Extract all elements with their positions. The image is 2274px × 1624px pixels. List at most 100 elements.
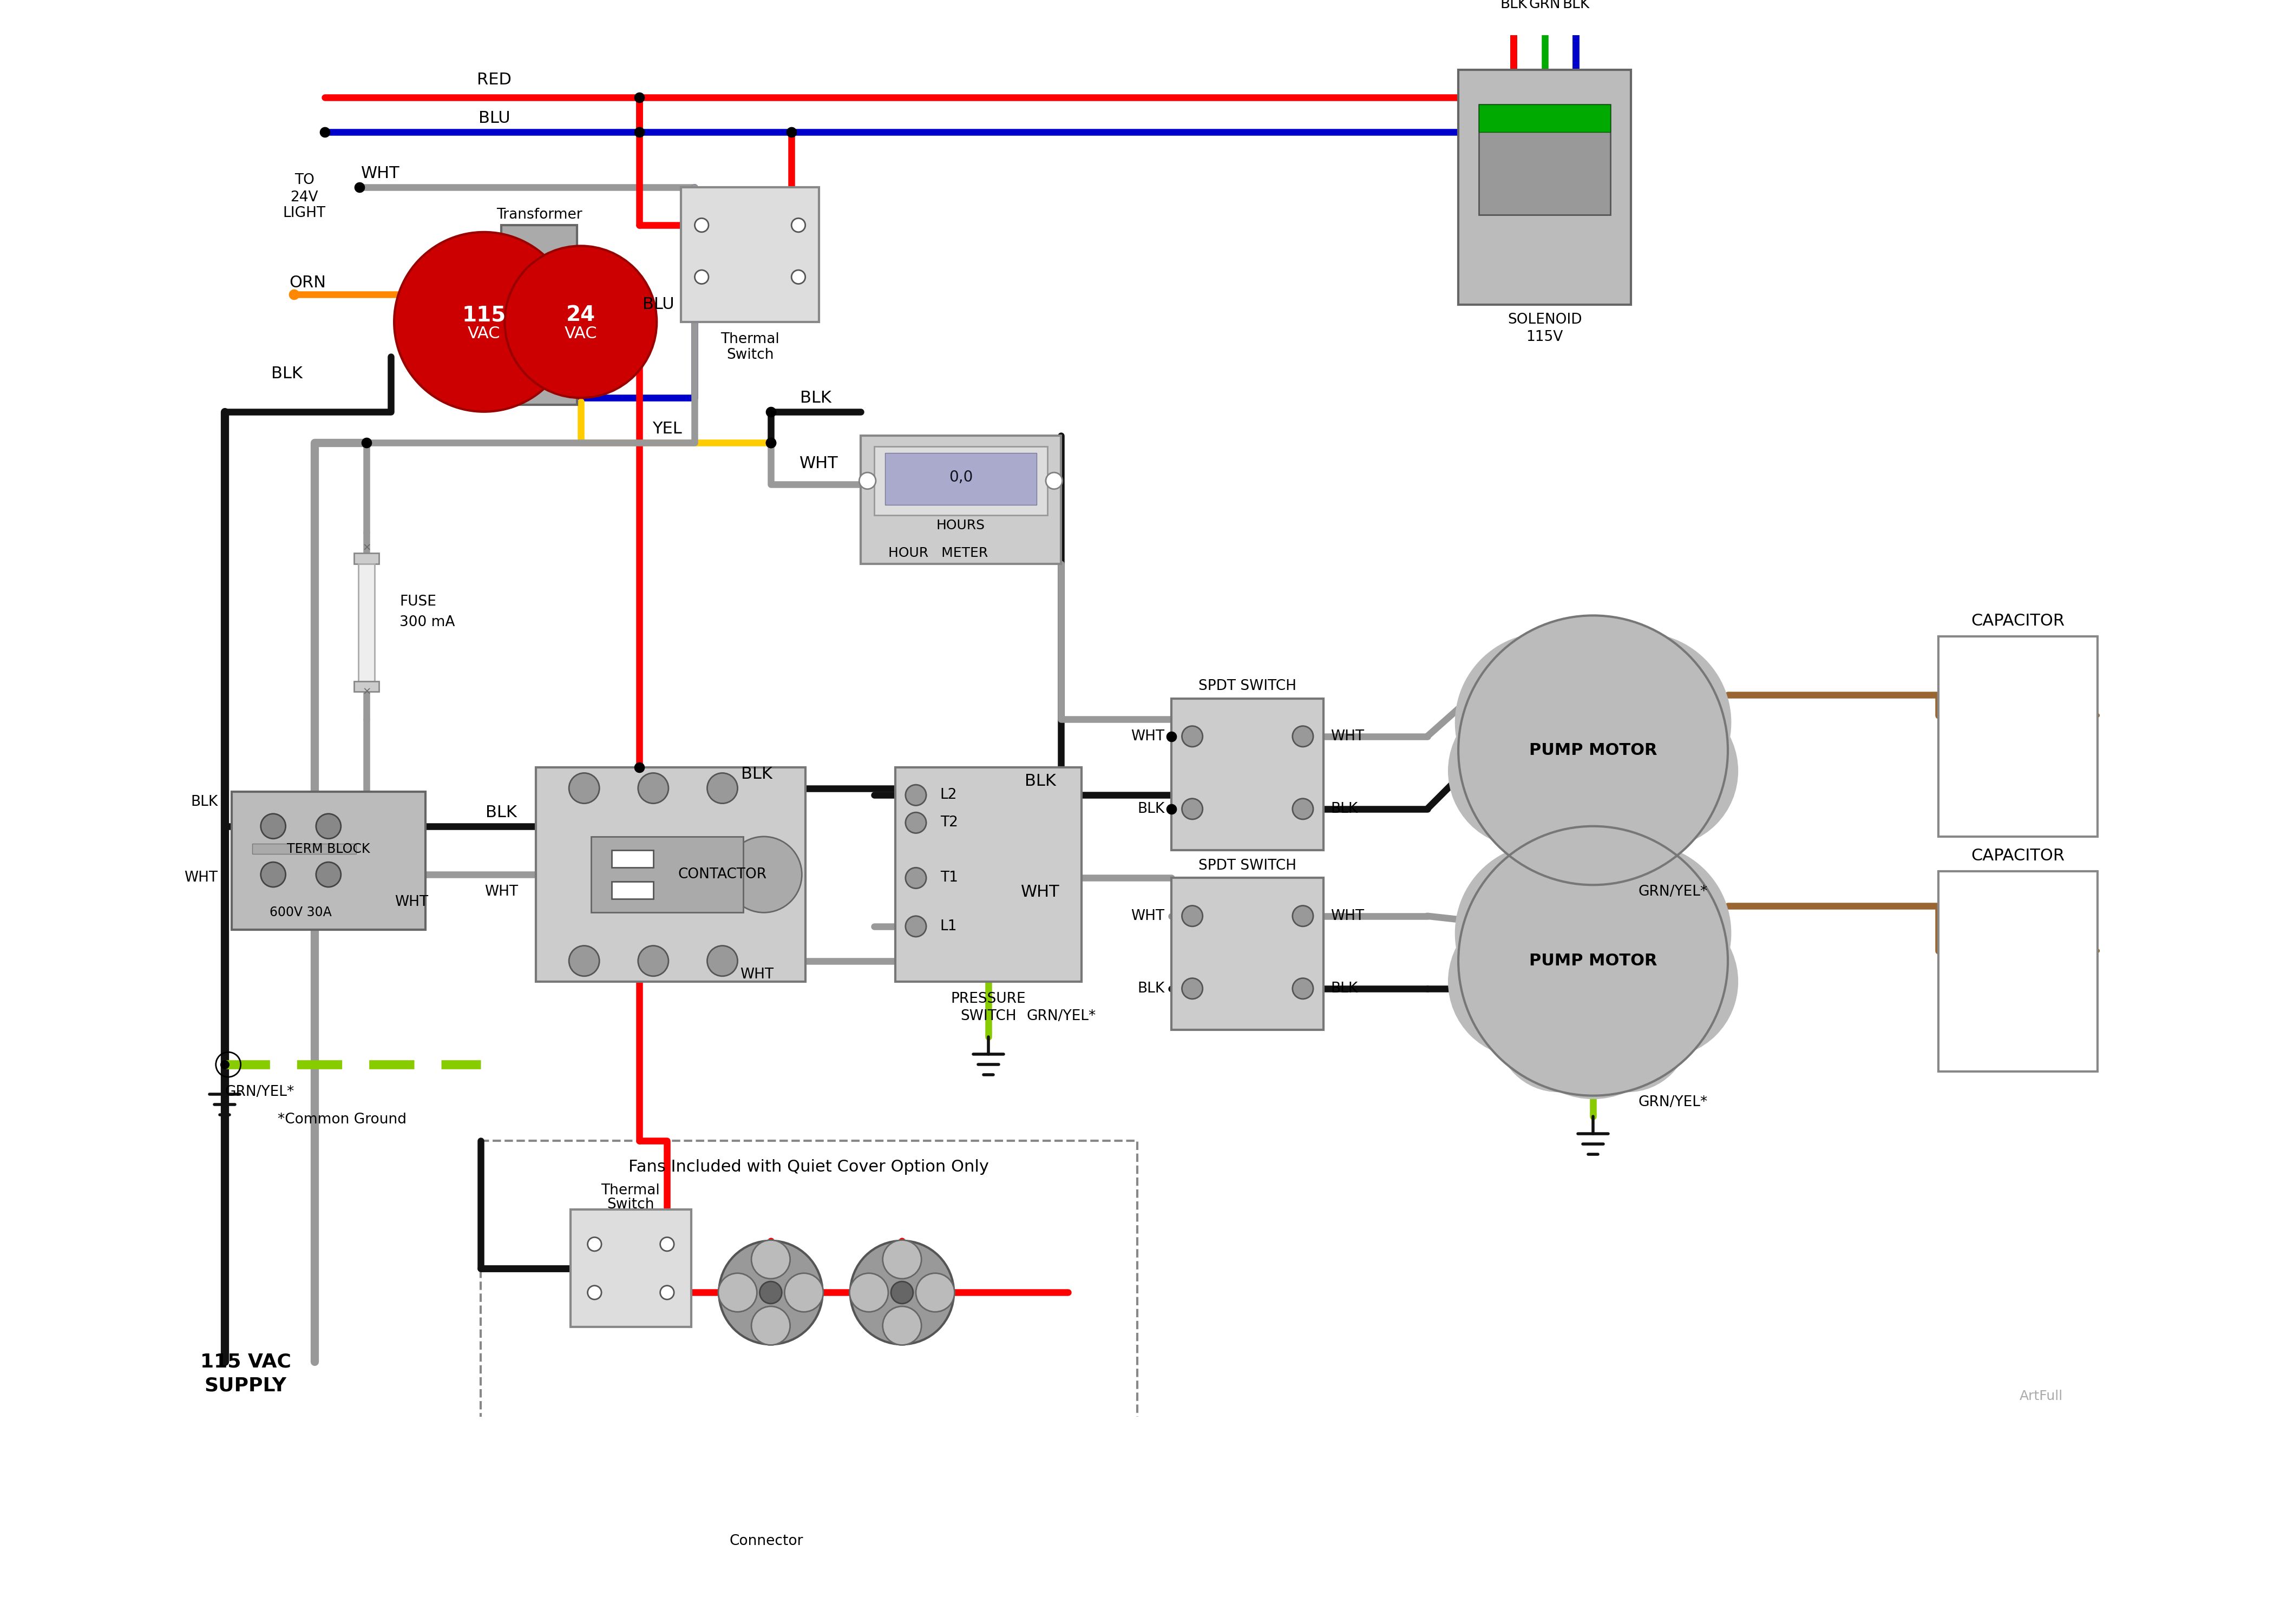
Text: SUPPLY: SUPPLY [205,1377,287,1395]
Text: WHT: WHT [800,456,839,471]
Circle shape [639,773,669,804]
Circle shape [1587,695,1737,848]
Text: CONTACTOR: CONTACTOR [678,867,766,882]
Text: L1: L1 [939,919,957,934]
Text: 300 mA: 300 mA [400,615,455,630]
Text: TO: TO [293,174,314,187]
Bar [860,435,1062,564]
Text: BLK: BLK [1137,802,1164,815]
Text: PRESSURE: PRESSURE [951,992,1026,1005]
Circle shape [659,1237,673,1250]
Circle shape [1551,633,1731,812]
Bar [480,1140,1137,1624]
Circle shape [316,814,341,838]
Text: 600V 30A: 600V 30A [271,906,332,919]
Circle shape [1455,843,1635,1023]
Text: BLK: BLK [1330,802,1358,815]
Text: SPDT SWITCH: SPDT SWITCH [1198,679,1296,693]
Text: CAPACITOR: CAPACITOR [1972,614,2065,628]
Circle shape [916,1273,955,1312]
Text: WHT: WHT [1130,729,1164,744]
Bar [1940,637,2097,836]
Text: WHT: WHT [739,968,773,983]
Bar [680,187,819,322]
Text: CAPACITOR: CAPACITOR [1972,848,2065,864]
Circle shape [393,232,573,412]
Text: VAC: VAC [564,326,598,341]
Circle shape [1449,906,1601,1057]
Text: BLK: BLK [1501,0,1528,11]
Bar [612,882,653,898]
Text: WHT: WHT [1330,729,1364,744]
Text: BLK: BLK [1330,981,1358,996]
Text: WHT: WHT [184,870,218,885]
Circle shape [1565,968,1690,1093]
Text: *Common Ground: *Common Ground [277,1112,407,1127]
Point [621,84,657,110]
Bar [612,851,653,867]
Circle shape [1292,906,1312,926]
Text: 0,0: 0,0 [948,469,973,486]
Text: TERM BLOCK: TERM BLOCK [287,843,371,856]
Text: GRN/YEL*: GRN/YEL* [225,1085,293,1099]
Text: PUMP MOTOR: PUMP MOTOR [1528,742,1658,758]
Text: Switch: Switch [607,1199,655,1212]
Point [753,430,789,456]
Circle shape [860,473,875,489]
Point [207,1052,243,1078]
Text: BLK: BLK [1562,0,1590,11]
Bar [896,768,1082,981]
Circle shape [850,1273,889,1312]
Circle shape [262,862,287,887]
Text: FUSE: FUSE [400,594,437,609]
Circle shape [1182,978,1203,999]
Point [773,119,810,145]
Text: VAC: VAC [468,326,500,341]
Text: T2: T2 [939,815,957,830]
Text: 115 VAC: 115 VAC [200,1353,291,1371]
Circle shape [719,1241,823,1345]
Text: WHT: WHT [1130,909,1164,922]
Circle shape [1587,906,1737,1057]
Bar [355,554,380,564]
Circle shape [785,1273,823,1312]
Text: 24: 24 [566,305,596,325]
Text: YEL: YEL [653,421,682,437]
Circle shape [707,773,737,804]
Text: BLU: BLU [641,297,673,312]
Circle shape [1182,799,1203,818]
Bar [591,836,744,913]
Text: L2: L2 [939,788,957,802]
Text: WHT: WHT [1021,883,1060,900]
Circle shape [750,1241,789,1278]
Circle shape [891,1281,914,1304]
Circle shape [1565,757,1690,882]
Bar [1478,104,1610,132]
Text: Thermal: Thermal [721,333,780,346]
Text: RED: RED [478,71,512,88]
Circle shape [707,945,737,976]
Text: Switch: Switch [725,348,773,362]
Text: HOURS: HOURS [937,520,985,533]
Text: BLK: BLK [271,365,302,382]
Point [1153,723,1189,749]
Bar [885,453,1037,505]
Circle shape [882,1241,921,1278]
Circle shape [725,836,803,913]
Text: LIGHT: LIGHT [282,206,325,221]
Circle shape [1292,726,1312,747]
Text: BLK: BLK [741,767,773,783]
Circle shape [791,218,805,232]
Point [648,1535,684,1561]
Bar [1940,870,2097,1072]
Point [621,119,657,145]
Bar [359,564,375,680]
Circle shape [568,945,600,976]
Bar [537,768,805,981]
Text: WHT: WHT [484,885,518,898]
Circle shape [850,1241,953,1345]
Point [307,119,343,145]
Bar [1171,879,1323,1030]
Bar [1171,698,1323,851]
Text: ORN: ORN [289,274,325,291]
